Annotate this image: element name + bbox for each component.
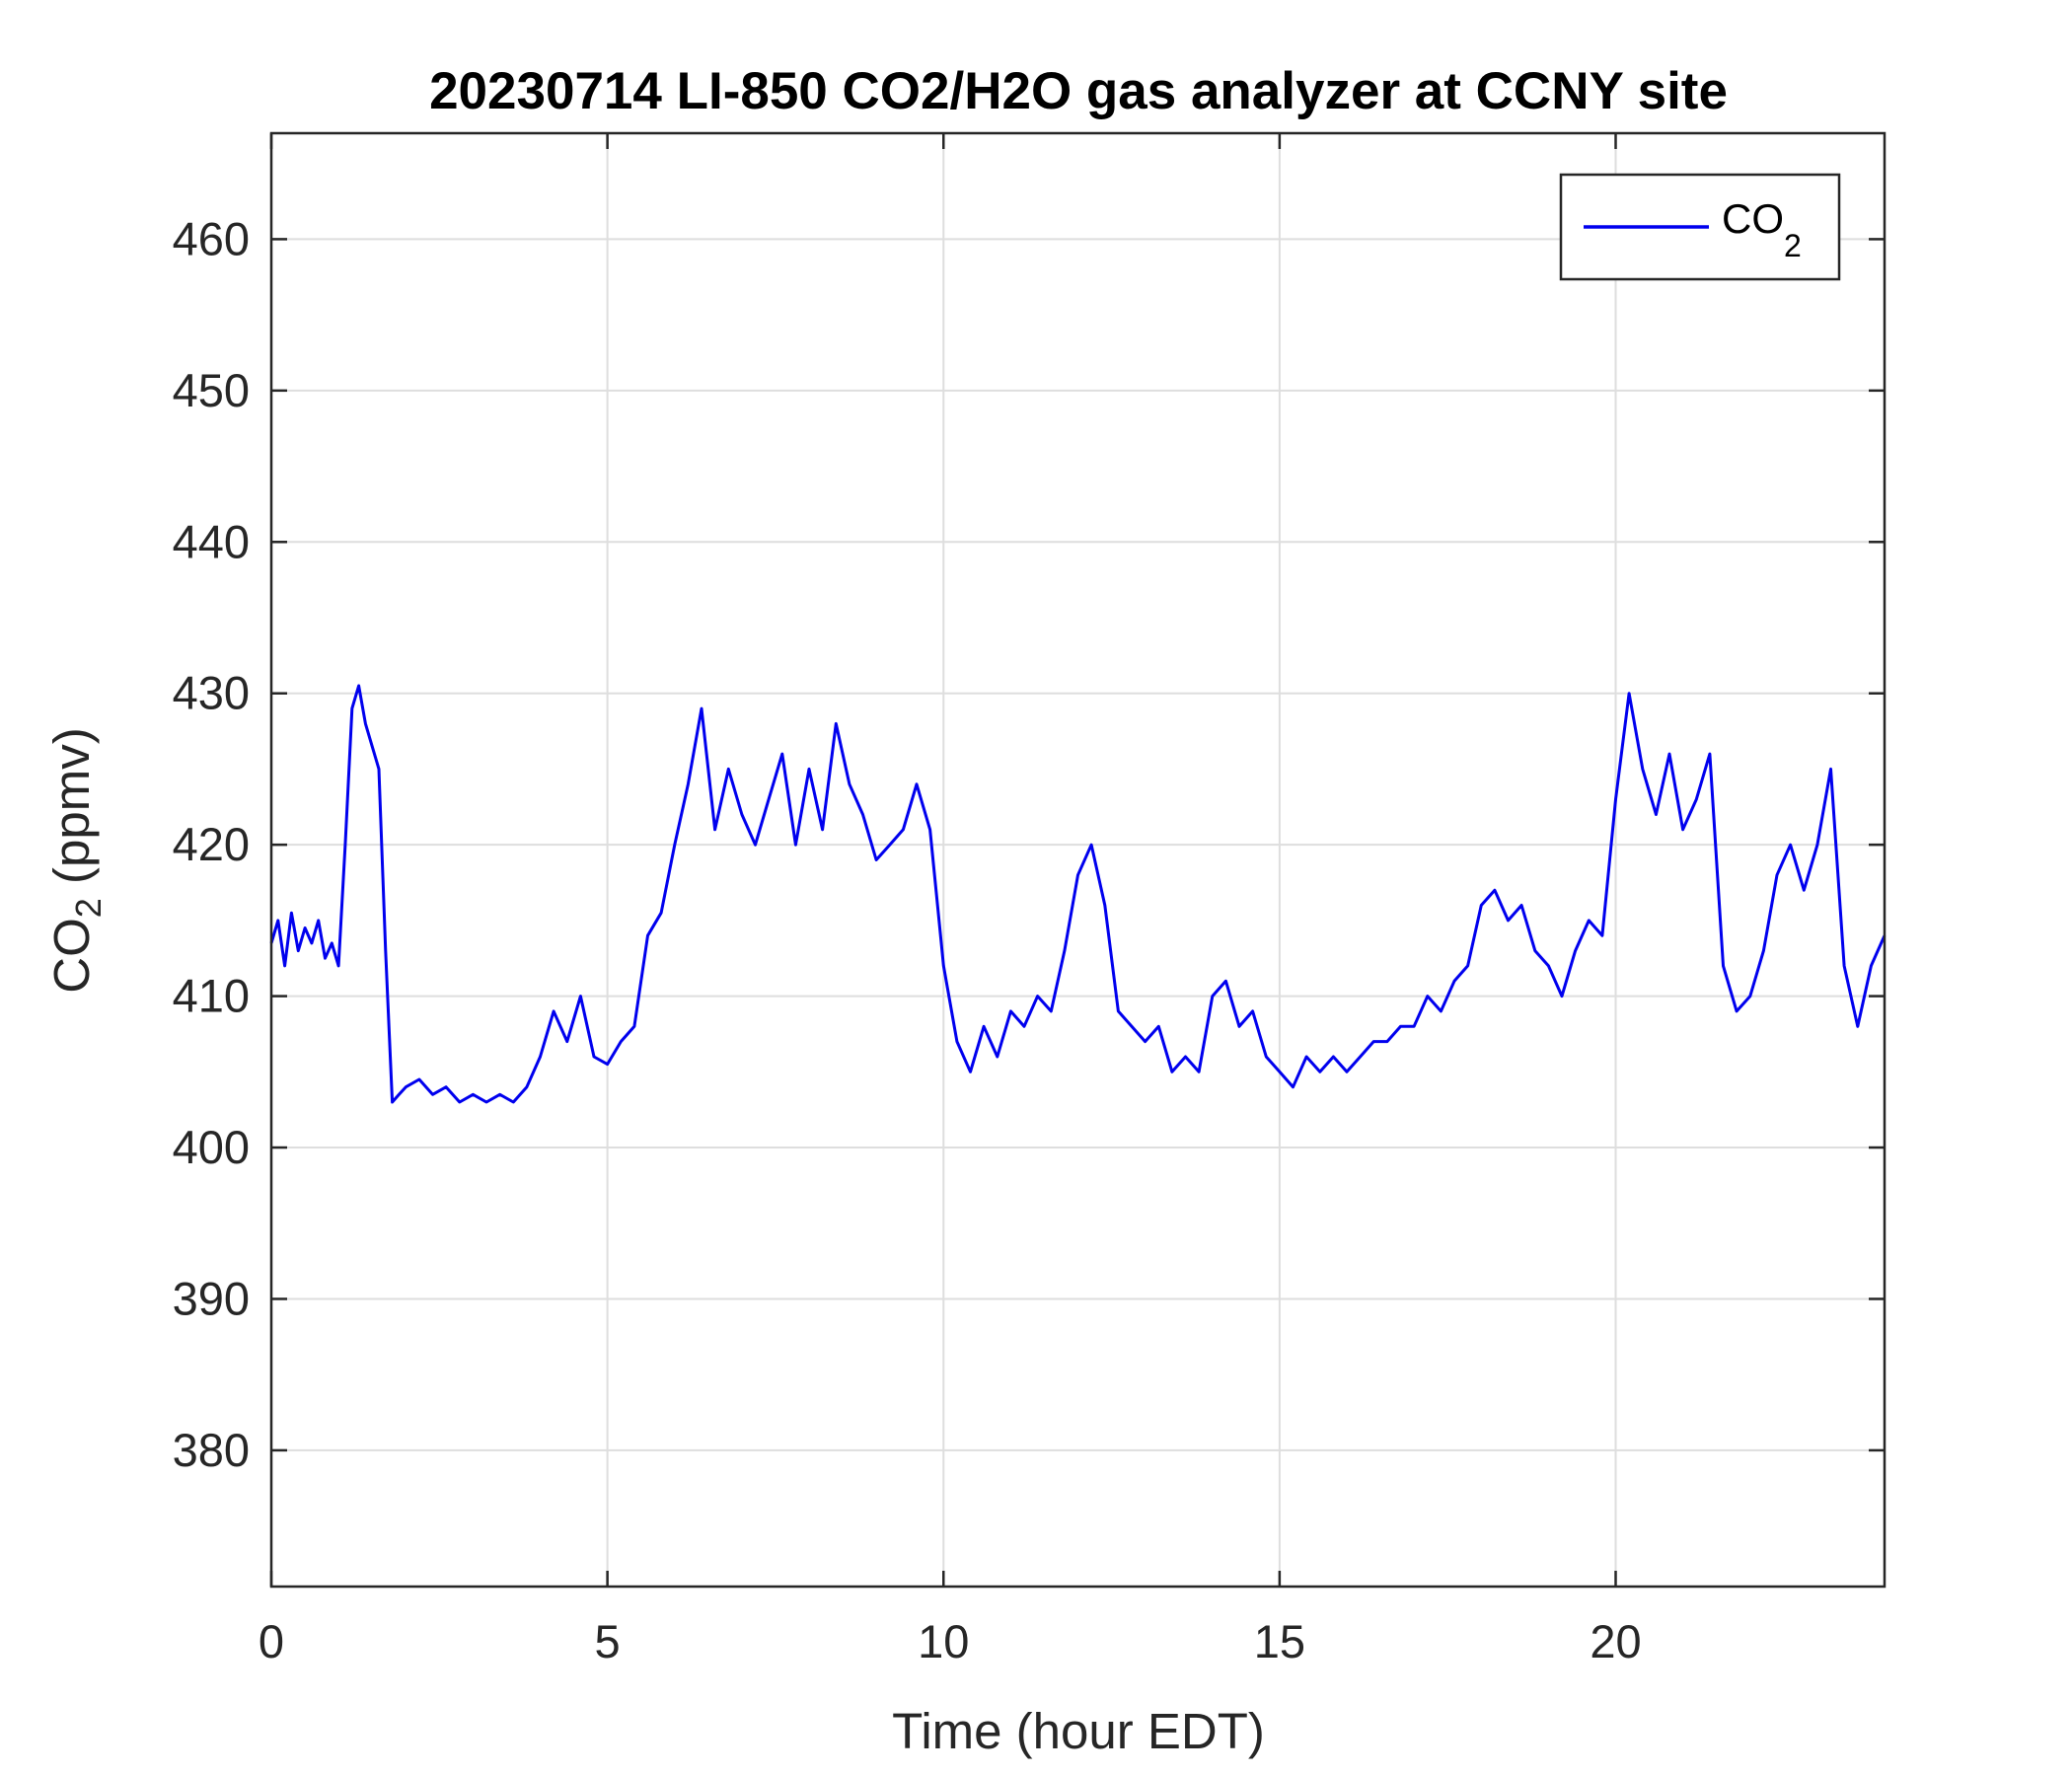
y-tick-label: 420 (173, 818, 250, 870)
y-tick-label: 430 (173, 667, 250, 719)
x-tick-label: 5 (595, 1615, 621, 1667)
y-tick-label: 390 (173, 1272, 250, 1324)
axis-ticks (269, 133, 1885, 1587)
y-axis-label-unit: (ppmv) (43, 727, 100, 898)
x-tick-label: 10 (918, 1615, 969, 1667)
y-axis-label: CO2 (ppmv) (43, 727, 109, 993)
legend-label-subscript: 2 (1784, 228, 1802, 263)
legend-label-co2: CO2 (1722, 195, 1802, 263)
x-tick-label: 15 (1254, 1615, 1305, 1667)
y-tick-label: 450 (173, 364, 250, 416)
y-tick-label: 410 (173, 970, 250, 1022)
y-tick-label: 440 (173, 515, 250, 567)
series-line-co2 (269, 684, 1887, 1104)
y-axis-label-base: CO (43, 918, 100, 994)
y-tick-label: 380 (173, 1424, 250, 1476)
y-axis-label-subscript: 2 (68, 898, 109, 918)
legend-label-base: CO (1722, 195, 1784, 242)
plot-area-frame (269, 131, 1887, 1589)
x-tick-label: 20 (1590, 1615, 1641, 1667)
legend: CO2 (1559, 173, 1841, 281)
series-group (269, 684, 1887, 1104)
y-tick-label: 400 (173, 1121, 250, 1173)
x-tick-labels: 0 5 10 15 20 (259, 1615, 1642, 1667)
chart-title: 20230714 LI-850 CO2/H2O gas analyzer at … (429, 62, 1728, 120)
grid-lines (270, 133, 1885, 1587)
y-tick-labels: 380 390 400 410 420 430 440 450 460 (173, 212, 250, 1476)
series-points (270, 685, 1886, 1103)
x-tick-label: 0 (259, 1615, 284, 1667)
y-tick-label: 460 (173, 212, 250, 264)
x-axis-label: Time (hour EDT) (892, 1703, 1265, 1759)
